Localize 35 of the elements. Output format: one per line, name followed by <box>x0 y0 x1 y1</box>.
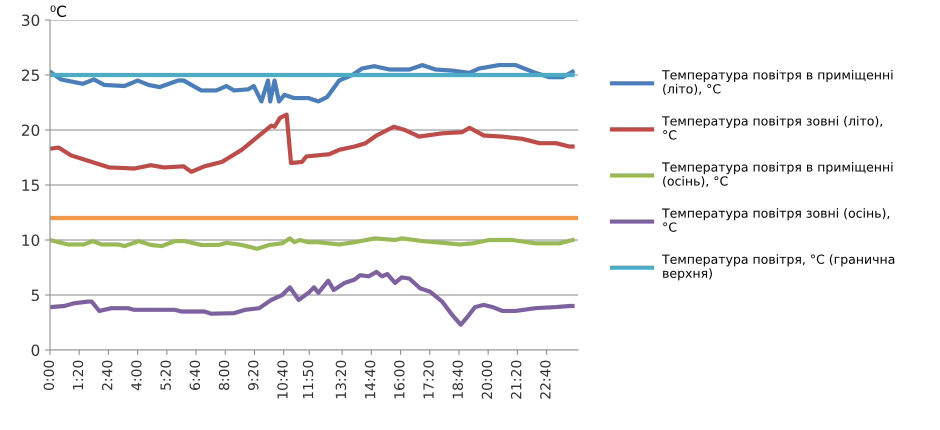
line-series <box>50 63 575 104</box>
y-axis-title: ⁰C <box>50 5 66 18</box>
x-tick-label: 8:00 <box>218 360 230 390</box>
legend-label: Температура повітря зовні (осінь), °C <box>662 208 890 232</box>
y-tick-label: 25 <box>22 69 39 82</box>
x-tick-label: 11:50 <box>302 360 314 398</box>
x-tick-label: 14:40 <box>364 360 376 398</box>
x-tick-label: 21:20 <box>510 360 522 399</box>
x-tick-label: 9:20 <box>248 360 259 390</box>
x-tick-label: 17:20 <box>423 360 434 398</box>
x-tick-label: 20:00 <box>482 360 492 399</box>
y-tick-label: 10 <box>22 234 40 246</box>
x-tick-label: 10:40 <box>277 360 288 398</box>
line-series <box>50 112 575 174</box>
legend-label: Температура повітря зовні (літо), °C <box>662 116 882 140</box>
x-tick-label: 22:40 <box>540 360 551 399</box>
x-tick-label: 0:00 <box>44 360 54 390</box>
y-tick-label: 30 <box>22 14 40 26</box>
y-tick-label: 5 <box>32 290 39 302</box>
x-tick-label: 13:20 <box>336 360 346 398</box>
legend-label: Температура повітря, °C (гранична верхня) <box>662 254 894 280</box>
x-tick-label: 2:40 <box>102 360 112 390</box>
x-tick-label: 16:00 <box>394 360 405 398</box>
y-tick-label: 20 <box>22 124 40 136</box>
legend-label: Температура повітря в приміщенні (осінь), °C <box>662 162 892 188</box>
legend-label: Температура повітря в приміщенні (літо), °C <box>662 70 892 96</box>
y-tick-label: 0 <box>32 344 40 356</box>
x-tick-label: 4:00 <box>131 360 142 390</box>
x-tick-label: 1:20 <box>72 360 84 390</box>
line-series <box>50 236 575 251</box>
x-tick-label: 6:40 <box>190 360 200 390</box>
x-tick-label: 18:40 <box>452 360 463 398</box>
line-series <box>50 270 575 327</box>
y-tick-label: 15 <box>22 180 39 192</box>
x-tick-label: 5:20 <box>160 360 171 390</box>
